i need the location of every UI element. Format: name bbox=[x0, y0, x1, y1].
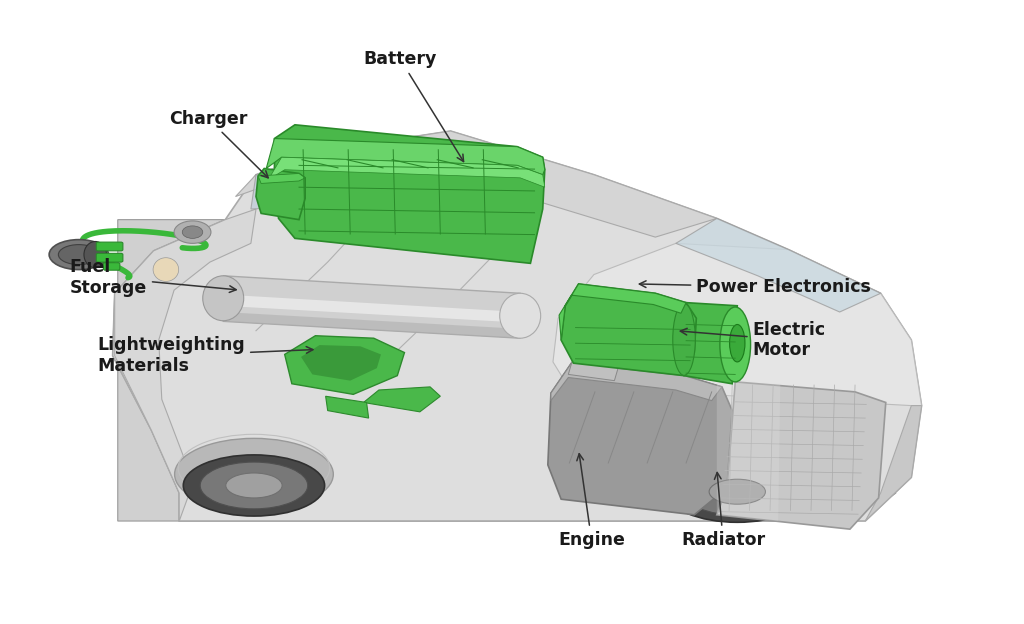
Polygon shape bbox=[548, 363, 732, 515]
Ellipse shape bbox=[709, 479, 765, 504]
Polygon shape bbox=[223, 295, 520, 323]
FancyBboxPatch shape bbox=[96, 242, 123, 251]
Circle shape bbox=[174, 221, 211, 243]
Text: Charger: Charger bbox=[169, 110, 268, 178]
Polygon shape bbox=[301, 345, 381, 381]
Text: Battery: Battery bbox=[364, 51, 464, 162]
Polygon shape bbox=[717, 382, 886, 529]
Ellipse shape bbox=[49, 240, 109, 270]
Polygon shape bbox=[236, 131, 717, 237]
FancyBboxPatch shape bbox=[103, 263, 120, 270]
Text: Electric
Motor: Electric Motor bbox=[680, 321, 825, 359]
Ellipse shape bbox=[720, 307, 751, 382]
Polygon shape bbox=[394, 157, 522, 231]
Ellipse shape bbox=[500, 293, 541, 338]
Polygon shape bbox=[256, 168, 305, 220]
Polygon shape bbox=[551, 363, 722, 401]
Polygon shape bbox=[865, 406, 922, 521]
Polygon shape bbox=[287, 157, 399, 207]
Ellipse shape bbox=[201, 462, 307, 509]
Polygon shape bbox=[717, 379, 780, 521]
Ellipse shape bbox=[84, 241, 106, 268]
Polygon shape bbox=[285, 336, 404, 394]
Polygon shape bbox=[258, 173, 305, 183]
Ellipse shape bbox=[174, 438, 334, 510]
Text: Power Electronics: Power Electronics bbox=[639, 278, 871, 296]
Polygon shape bbox=[561, 284, 696, 376]
Text: Lightweighting
Materials: Lightweighting Materials bbox=[97, 336, 313, 375]
Polygon shape bbox=[115, 209, 256, 521]
Polygon shape bbox=[568, 357, 620, 381]
Polygon shape bbox=[553, 243, 922, 406]
Text: Engine: Engine bbox=[558, 454, 625, 548]
Polygon shape bbox=[266, 139, 545, 175]
Ellipse shape bbox=[58, 245, 99, 265]
Text: Fuel
Storage: Fuel Storage bbox=[70, 258, 237, 297]
Polygon shape bbox=[326, 396, 369, 418]
Ellipse shape bbox=[667, 461, 808, 522]
Polygon shape bbox=[179, 493, 896, 521]
Text: Radiator: Radiator bbox=[681, 472, 765, 548]
Polygon shape bbox=[364, 387, 440, 412]
Polygon shape bbox=[251, 175, 297, 209]
Ellipse shape bbox=[225, 473, 283, 498]
FancyBboxPatch shape bbox=[96, 253, 123, 262]
Polygon shape bbox=[223, 276, 520, 338]
Polygon shape bbox=[268, 157, 545, 187]
Polygon shape bbox=[274, 125, 545, 263]
Polygon shape bbox=[676, 218, 881, 312]
Ellipse shape bbox=[203, 276, 244, 321]
Ellipse shape bbox=[729, 324, 744, 362]
Circle shape bbox=[182, 226, 203, 238]
Polygon shape bbox=[223, 312, 520, 338]
Polygon shape bbox=[684, 303, 737, 384]
Polygon shape bbox=[113, 131, 922, 521]
Ellipse shape bbox=[657, 444, 817, 517]
Polygon shape bbox=[559, 284, 686, 340]
Ellipse shape bbox=[684, 468, 791, 515]
Ellipse shape bbox=[154, 258, 179, 281]
Polygon shape bbox=[113, 220, 225, 521]
Ellipse shape bbox=[183, 455, 325, 516]
Ellipse shape bbox=[673, 304, 695, 376]
